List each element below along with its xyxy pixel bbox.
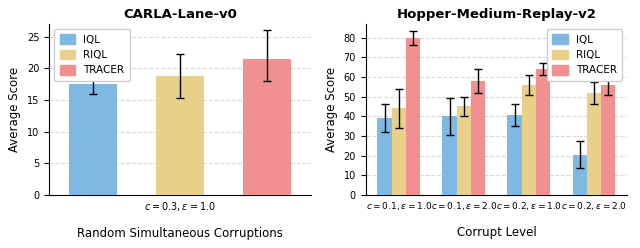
Bar [587,93,601,195]
X-axis label: Random Simultaneous Corruptions: Random Simultaneous Corruptions [77,227,283,240]
Bar [243,59,291,195]
Bar [508,115,522,195]
Bar [392,108,406,195]
Legend: IQL, RIQL, TRACER: IQL, RIQL, TRACER [54,29,130,81]
Legend: IQL, RIQL, TRACER: IQL, RIQL, TRACER [547,29,622,81]
Bar [378,118,392,195]
Y-axis label: Average Score: Average Score [325,67,338,152]
Bar [471,81,485,195]
Bar [573,155,587,195]
Bar [601,85,616,195]
Title: Hopper-Medium-Replay-v2: Hopper-Medium-Replay-v2 [397,8,596,21]
Bar [156,76,204,195]
Bar [522,85,536,195]
Bar [68,84,116,195]
Bar [536,69,550,195]
Y-axis label: Average Score: Average Score [8,67,21,152]
Bar [442,116,457,195]
Bar [406,38,420,195]
Bar [457,106,471,195]
Title: CARLA-Lane-v0: CARLA-Lane-v0 [123,8,237,21]
X-axis label: Corrupt Level: Corrupt Level [456,226,536,239]
